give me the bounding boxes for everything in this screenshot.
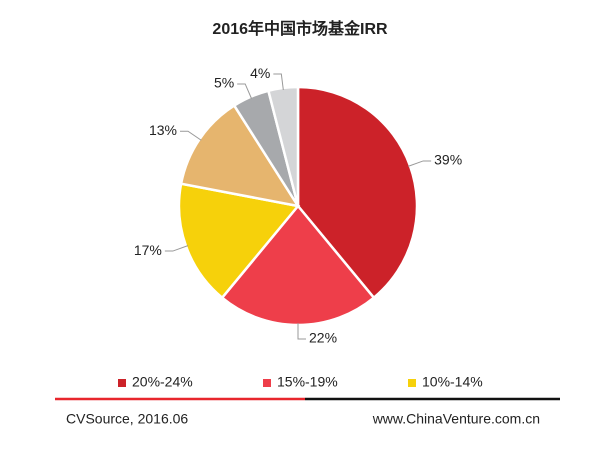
leader-line xyxy=(237,83,252,99)
leader-line xyxy=(297,323,306,340)
legend-swatch xyxy=(263,379,271,387)
data-label: 22% xyxy=(309,330,337,346)
footer-source: CVSource, 2016.06 xyxy=(66,411,188,427)
data-label: 5% xyxy=(214,75,234,91)
legend-label: 10%-14% xyxy=(422,374,483,390)
data-label: 39% xyxy=(434,152,462,168)
data-label: 4% xyxy=(250,65,270,81)
data-label: 17% xyxy=(134,242,162,258)
legend-swatch xyxy=(408,379,416,387)
legend-label: 15%-19% xyxy=(277,374,338,390)
leader-line xyxy=(273,73,284,90)
chart-title: 2016年中国市场基金IRR xyxy=(212,19,388,38)
data-label: 13% xyxy=(149,122,177,138)
legend-label: 20%-24% xyxy=(132,374,193,390)
leader-line xyxy=(407,160,432,167)
leader-line xyxy=(164,245,189,252)
leader-line xyxy=(179,130,202,141)
legend-swatch xyxy=(118,379,126,387)
footer-website: www.ChinaVenture.com.cn xyxy=(372,411,540,427)
